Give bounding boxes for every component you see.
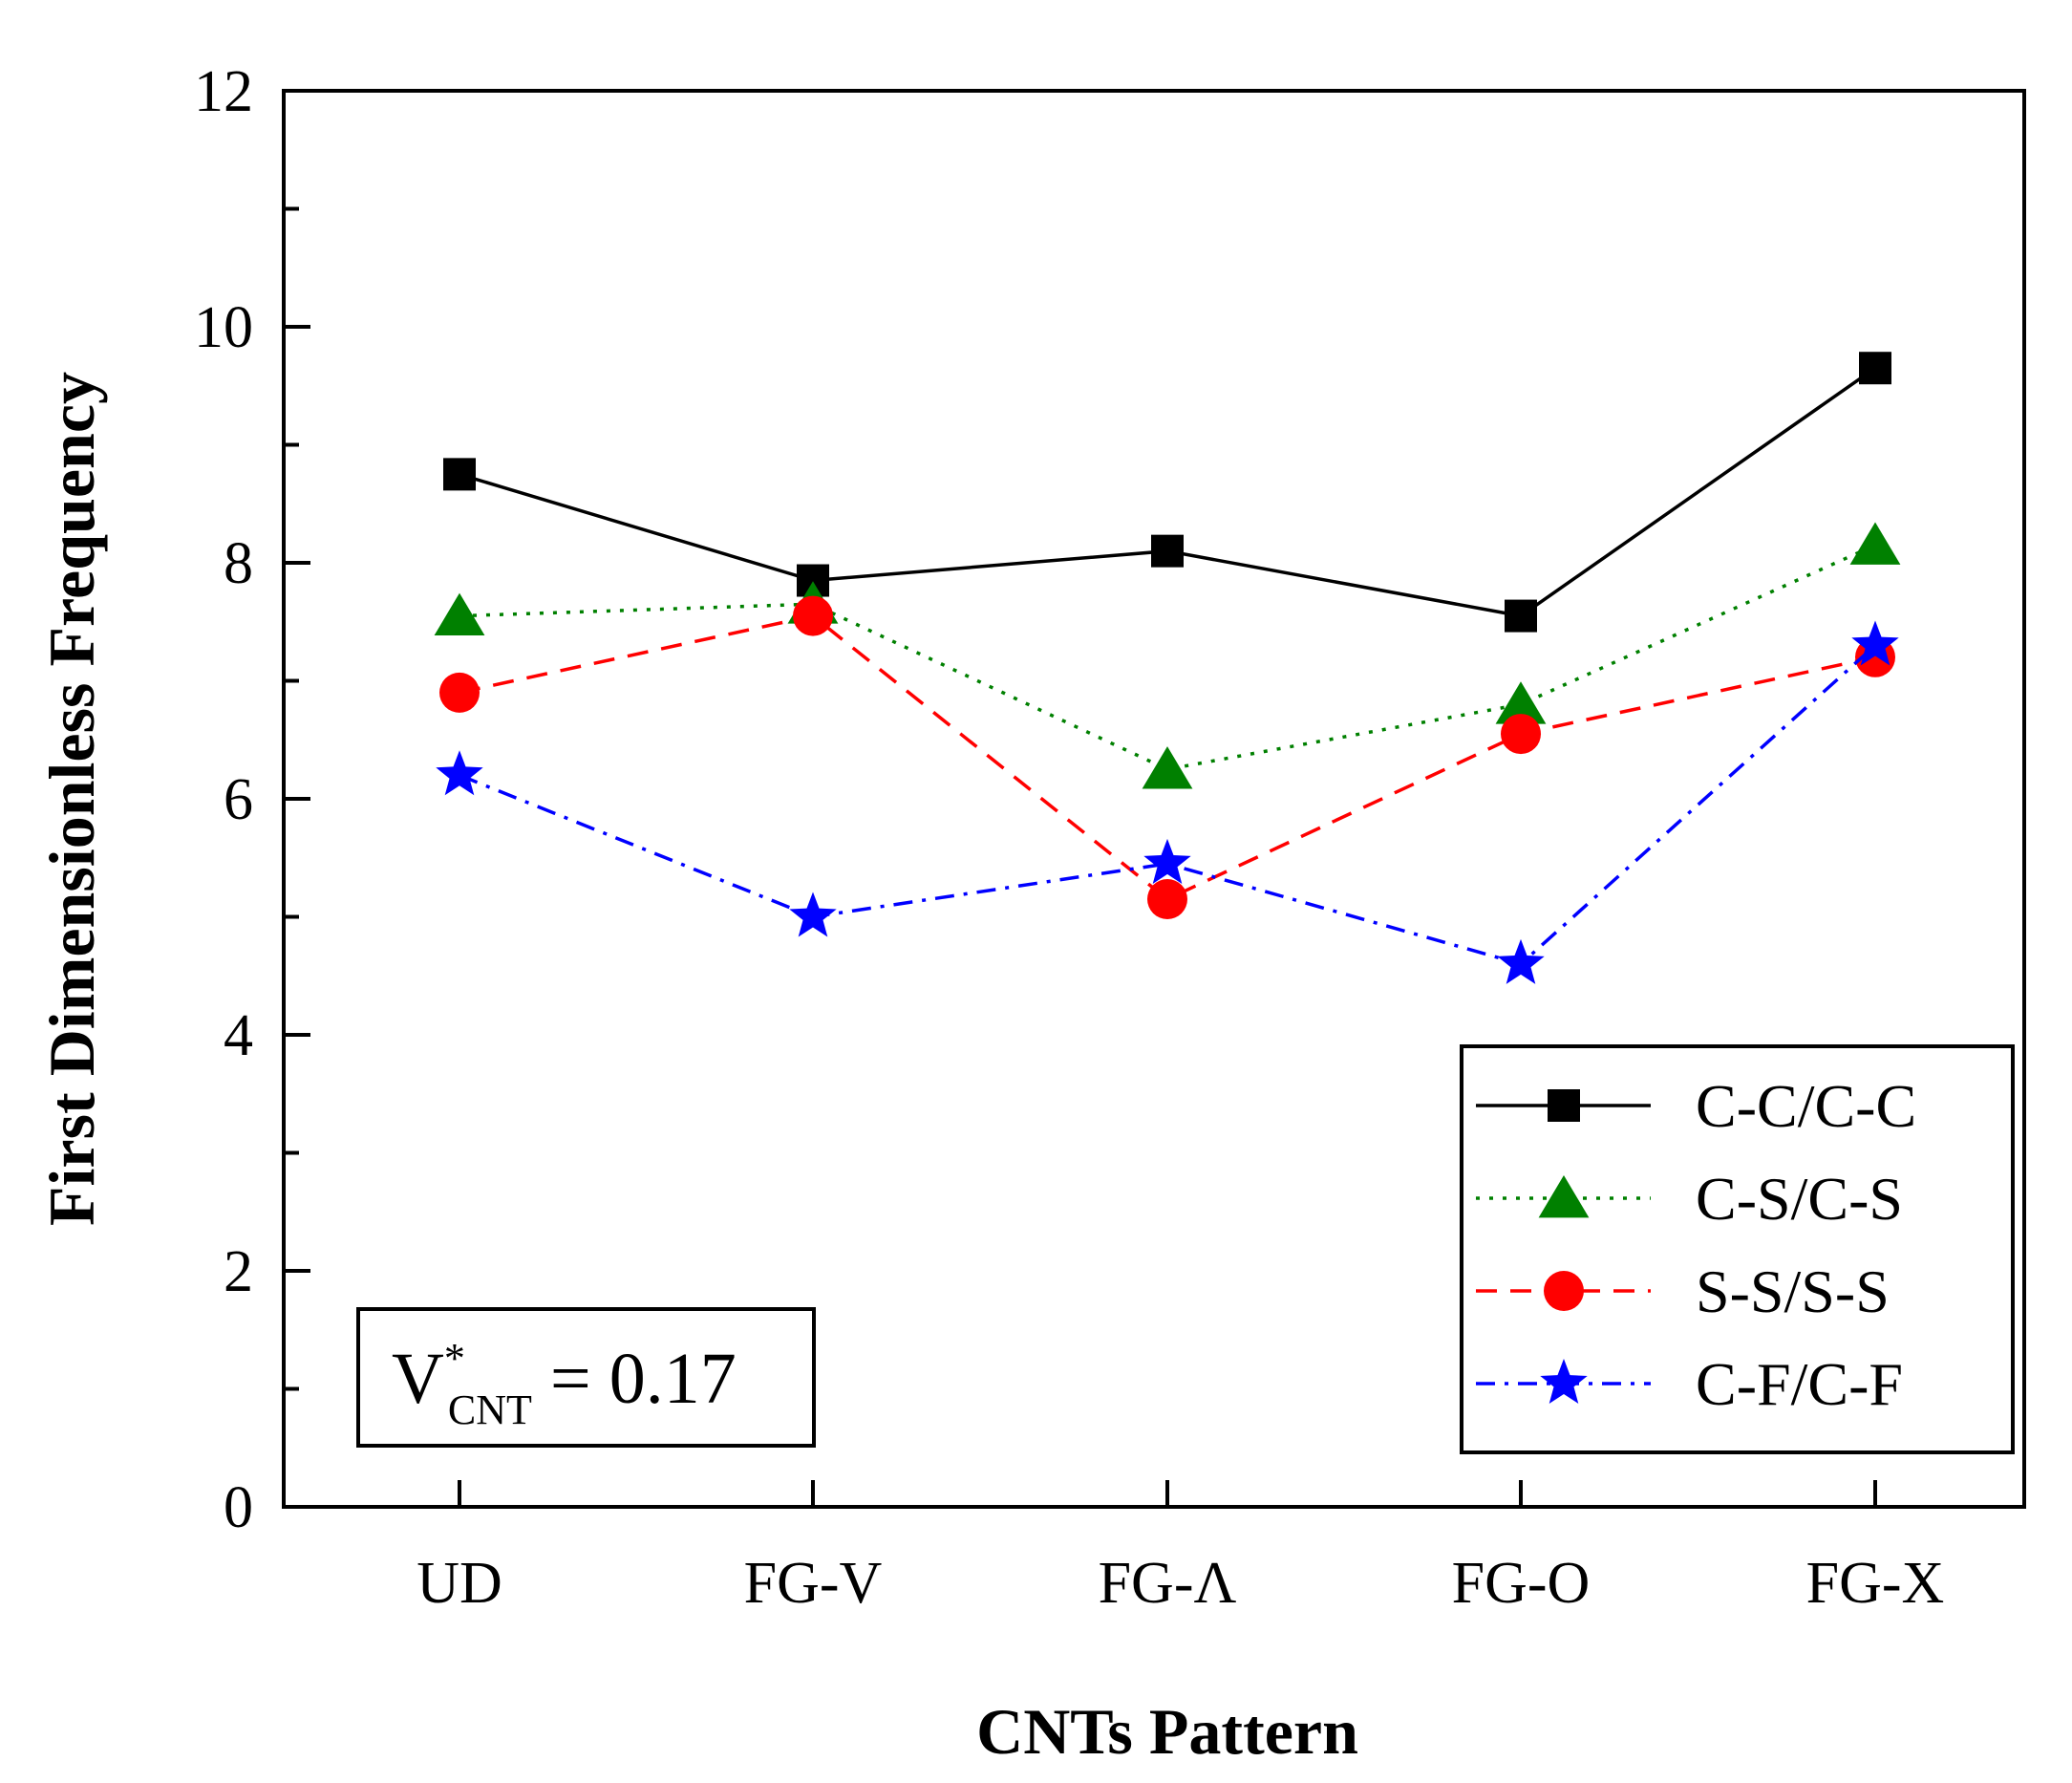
annotation-symbol: V <box>392 1339 444 1419</box>
data-point <box>434 592 485 635</box>
x-tick-label: FG-O <box>1452 1551 1591 1616</box>
series-layer <box>434 352 1901 984</box>
legend: C-C/C-C C-S/C-S S-S/S-S C-F/C-F <box>1460 1044 2015 1454</box>
data-point <box>1859 352 1891 385</box>
x-axis-ticks: UD FG-V FG-Λ FG-O FG-X <box>417 1480 1944 1616</box>
y-tick-label: 12 <box>194 59 253 124</box>
y-tick-label: 8 <box>224 531 253 596</box>
series-line <box>459 366 1877 618</box>
annotation-subscript: CNT <box>448 1386 532 1433</box>
legend-marker <box>1538 1175 1590 1218</box>
series-line <box>459 613 1876 902</box>
series-C-F/C-F <box>436 620 1899 984</box>
x-tick-label: FG-V <box>744 1551 883 1616</box>
annotation-box <box>356 1307 816 1448</box>
x-tick-label: FG-Λ <box>1099 1551 1237 1616</box>
legend-marker <box>1540 1359 1588 1404</box>
legend-label: C-C/C-C <box>1696 1072 1916 1140</box>
x-tick-label: UD <box>417 1551 502 1616</box>
y-tick-label: 10 <box>194 295 253 360</box>
data-point <box>789 892 837 937</box>
legend-label: S-S/S-S <box>1696 1257 1890 1325</box>
data-point <box>439 672 480 713</box>
data-point <box>436 750 483 796</box>
data-point <box>1143 838 1191 884</box>
data-point <box>793 595 833 636</box>
data-point <box>1497 938 1545 984</box>
series-C-C/C-C <box>443 352 1891 633</box>
legend-entry: C-S/C-S <box>1476 1165 1903 1233</box>
data-point <box>1495 681 1547 724</box>
annotation-text: V* CNT = 0.17 <box>392 1335 737 1433</box>
legend-entry: C-F/C-F <box>1476 1350 1903 1418</box>
x-axis-title: CNTs Pattern <box>976 1695 1358 1768</box>
legend-entry: S-S/S-S <box>1476 1257 1890 1325</box>
annotation-superscript: * <box>444 1335 465 1382</box>
data-point <box>1851 620 1899 666</box>
data-point <box>1505 599 1537 633</box>
data-point <box>1147 878 1187 919</box>
data-point <box>1501 714 1541 755</box>
legend-label: C-F/C-F <box>1696 1350 1903 1418</box>
series-line <box>459 543 1876 771</box>
parameter-annotation: V* CNT = 0.17 <box>356 1307 816 1448</box>
data-point <box>443 458 476 491</box>
y-tick-label: 6 <box>224 767 253 832</box>
annotation-value: = 0.17 <box>532 1339 737 1419</box>
y-axis-title: First Dimensionless Frequency <box>35 372 108 1226</box>
y-tick-label: 4 <box>224 1003 253 1068</box>
legend-label: C-S/C-S <box>1696 1165 1903 1233</box>
legend-entry: C-C/C-C <box>1476 1072 1916 1140</box>
y-tick-label: 0 <box>224 1475 253 1540</box>
legend-marker <box>1548 1089 1580 1122</box>
data-point <box>1142 746 1193 789</box>
x-tick-label: FG-X <box>1806 1551 1945 1616</box>
legend-marker <box>1544 1271 1584 1311</box>
series-line <box>459 644 1877 966</box>
data-point <box>1151 534 1184 568</box>
y-tick-label: 2 <box>224 1239 253 1304</box>
y-axis-ticks: 0 2 4 6 8 10 12 <box>194 59 310 1540</box>
data-point <box>1849 522 1901 565</box>
